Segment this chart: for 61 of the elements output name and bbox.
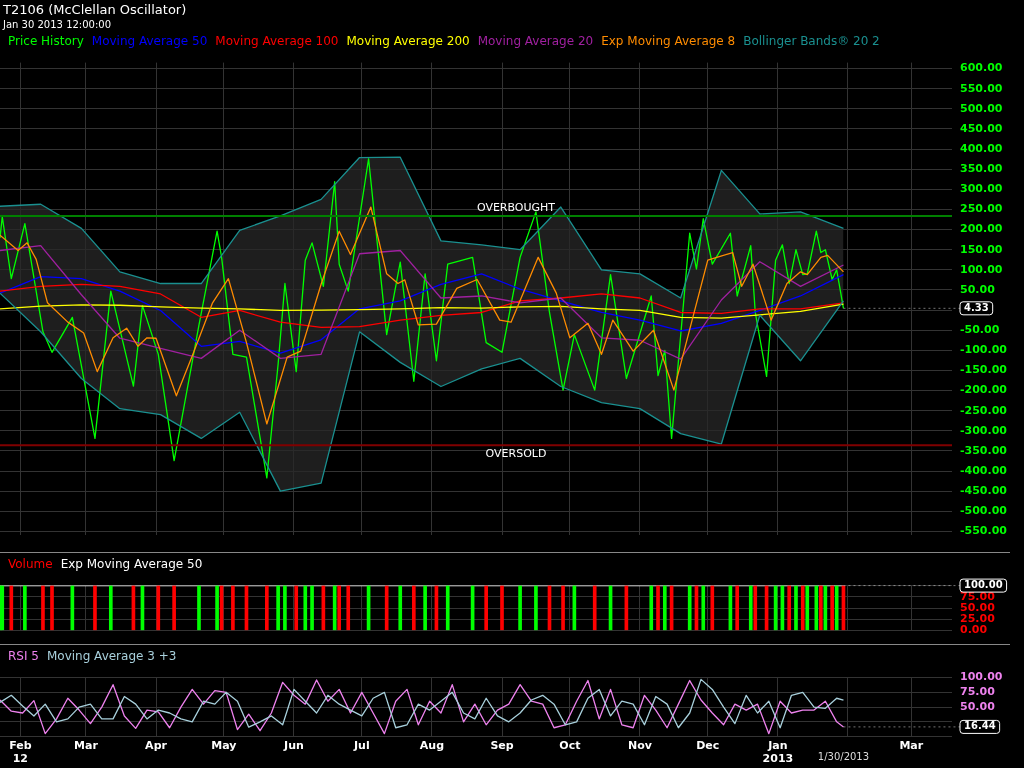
x-tick-label: Sep (490, 739, 514, 753)
series-label: Exp Moving Average 50 (60, 557, 203, 571)
x-tick-label: Mar (899, 739, 924, 753)
y-tick-label: -150.00 (960, 363, 1008, 377)
y-tick-label: 50.00 (960, 282, 996, 296)
x-tick-label: Aug (419, 739, 445, 753)
text: RSI 5 (8, 649, 39, 663)
y-tick-label: 50.00 (960, 600, 996, 614)
ref-line-label: OVERSOLD (485, 446, 547, 460)
x-tick-label: Nov (627, 739, 653, 753)
text: Moving Average 20 (477, 34, 594, 48)
x-tick-label: Jan 2013 (762, 739, 794, 766)
y-tick-label: 25.00 (960, 612, 996, 626)
text: Moving Average 50 (91, 34, 208, 48)
text: Bollinger Bands® 20 2 (743, 34, 880, 48)
y-tick-label: 100.00 (960, 670, 1003, 684)
text: Exp Moving Average 8 (601, 34, 736, 48)
y-tick-label: -550.00 (960, 524, 1008, 538)
x-tick-label: Mar (74, 739, 99, 753)
y-tick-label: 500.00 (960, 101, 1003, 115)
x-tick-label: Dec (696, 739, 720, 753)
y-tick-label: -200.00 (960, 383, 1008, 397)
chart-title: T2106 (McClellan Oscillator) (2, 1, 188, 17)
x-tick-label: Jul (352, 739, 370, 753)
text: Moving Average 200 (346, 34, 470, 48)
text: 1/30/2013 (817, 751, 870, 763)
y-tick-label: -250.00 (960, 403, 1008, 417)
y-tick-label: 75.00 (960, 685, 996, 699)
y-tick-label: 400.00 (960, 141, 1003, 155)
x-tick-label: Feb 12 (9, 739, 32, 766)
y-tick-label: -450.00 (960, 484, 1008, 497)
x-tick-label: Oct (559, 739, 581, 753)
y-tick-label: 250.00 (960, 202, 1003, 216)
y-tick-label: -500.00 (960, 504, 1008, 518)
annotation: 16.44 (964, 720, 996, 732)
text: Price History (8, 34, 84, 48)
series-label: Volume (8, 557, 53, 571)
y-tick-label: -50.00 (960, 323, 1000, 337)
y-tick-label: 600.00 (960, 61, 1003, 75)
y-tick-label: 100.00 (960, 262, 1003, 276)
text: Moving Average 100 (215, 34, 339, 48)
y-tick-label: -100.00 (960, 343, 1008, 357)
y-tick-label: 75.00 (960, 589, 996, 603)
y-tick-label: 550.00 (960, 81, 1003, 95)
y-tick-label: 0.00 (960, 623, 988, 637)
x-tick-label: Jun (283, 739, 304, 753)
x-tick-label: May (211, 739, 237, 753)
y-tick-label: 450.00 (960, 121, 1003, 135)
y-tick-label: 200.00 (960, 222, 1003, 236)
y-tick-label: -400.00 (960, 463, 1008, 477)
y-tick-label: 350.00 (960, 162, 1003, 176)
y-tick-label: -350.00 (960, 443, 1008, 457)
annotation: 4.33 (964, 301, 989, 313)
y-tick-label: 150.00 (960, 242, 1003, 256)
y-tick-label: 50.00 (960, 699, 996, 713)
y-tick-label: 300.00 (960, 182, 1003, 196)
chart-subtitle: Jan 30 2013 12:00:00 (1, 18, 113, 30)
text: Moving Average 3 +3 (46, 649, 177, 663)
x-tick-label: Apr (145, 739, 168, 753)
y-tick-label: -300.00 (960, 423, 1008, 437)
ref-line-label: OVERBOUGHT (476, 201, 556, 215)
